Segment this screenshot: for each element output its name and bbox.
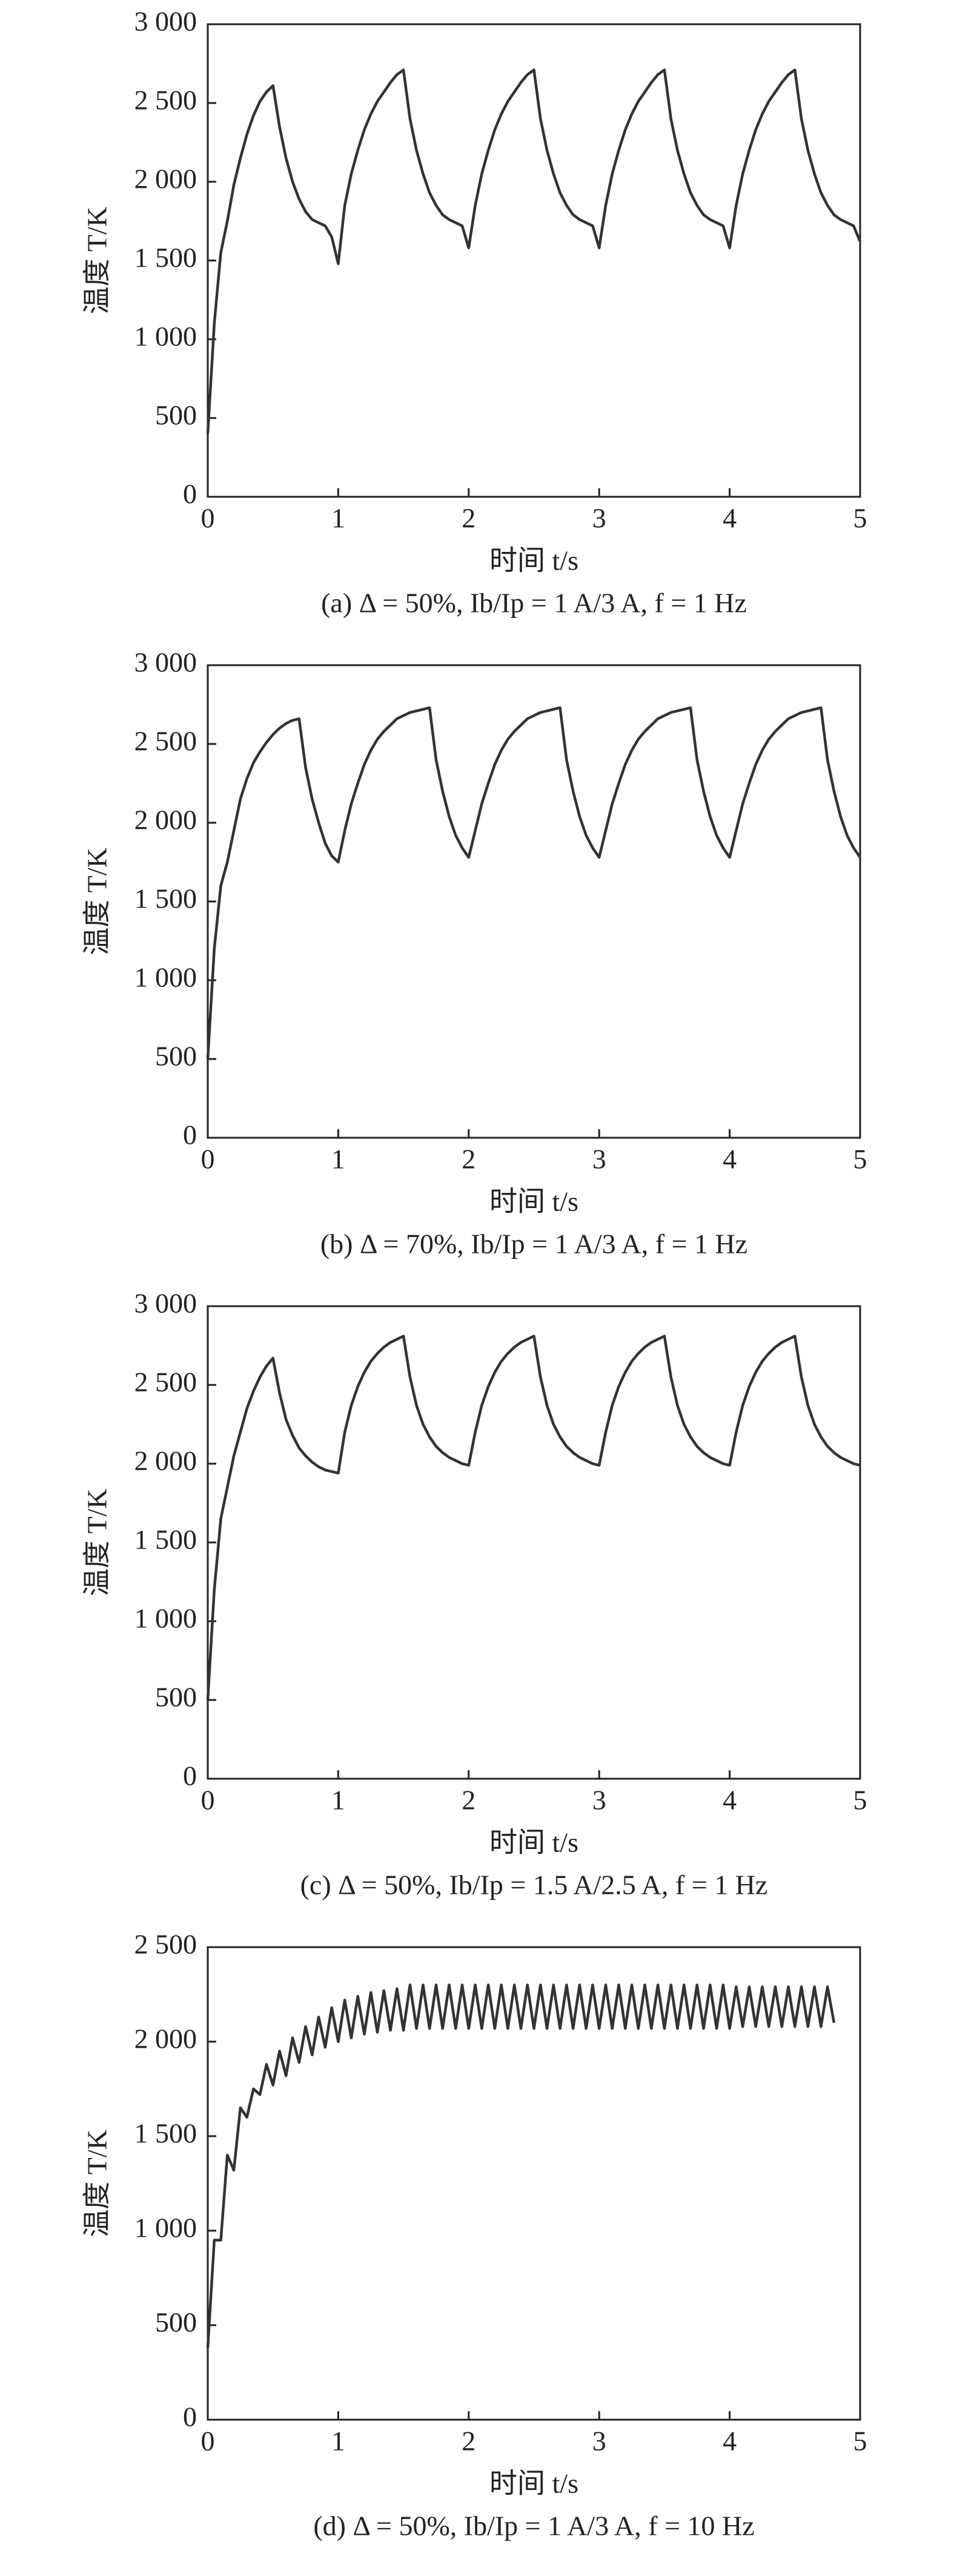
x-tick-label: 0 bbox=[201, 2426, 215, 2457]
plot-frame bbox=[207, 664, 861, 1139]
panel: 0 500 1 000 1 500 2 000 2 500 3 000 0 1 2 3 4 5 时间 t/… bbox=[82, 6, 867, 619]
y-axis-label: 温度 T/K bbox=[82, 848, 113, 955]
x-tick-label: 2 bbox=[462, 1785, 475, 1816]
x-axis-label: 时间 t/s bbox=[489, 1186, 578, 1217]
x-tick-label: 1 bbox=[331, 503, 345, 534]
y-tick-label: 2 500 bbox=[134, 85, 197, 116]
panel: 0 500 1 000 1 500 2 000 2 500 3 000 0 1 2 3 4 5 时间 t/… bbox=[82, 1288, 867, 1900]
caption: (b) Δ = 70%, Ib/Ip = 1 A/3 A, f = 1 Hz bbox=[320, 1229, 747, 1260]
x-tick-label: 1 bbox=[331, 1144, 345, 1175]
caption: (d) Δ = 50%, Ib/Ip = 1 A/3 A, f = 10 Hz bbox=[313, 2511, 754, 2541]
y-tick-label: 500 bbox=[155, 1041, 197, 1072]
y-tick-label: 1 000 bbox=[134, 321, 197, 352]
y-tick-label: 2 500 bbox=[134, 1929, 197, 1960]
y-tick-label: 1 500 bbox=[134, 1524, 197, 1555]
y-axis-label: 温度 T/K bbox=[82, 207, 113, 314]
y-tick-label: 2 500 bbox=[134, 726, 197, 757]
x-tick-label: 4 bbox=[723, 2426, 737, 2457]
caption: (a) Δ = 50%, Ib/Ip = 1 A/3 A, f = 1 Hz bbox=[321, 588, 747, 619]
y-tick-label: 1 000 bbox=[134, 2213, 197, 2243]
y-tick-label: 3 000 bbox=[134, 1288, 197, 1319]
y-axis-label: 温度 T/K bbox=[82, 2130, 113, 2237]
x-tick-label: 1 bbox=[331, 2426, 345, 2457]
data-line bbox=[206, 68, 862, 434]
plot-frame bbox=[207, 1946, 861, 2421]
data-line bbox=[206, 1335, 861, 1701]
data-line bbox=[206, 706, 861, 1060]
x-tick-label: 5 bbox=[853, 503, 867, 534]
panel: 0 500 1 000 1 500 2 000 2 500 0 1 2 3 4 5 时间 t/s 温度 T… bbox=[82, 1929, 867, 2541]
y-tick-label: 2 000 bbox=[134, 2023, 197, 2054]
x-tick-label: 1 bbox=[331, 1785, 345, 1816]
x-tick-label: 0 bbox=[201, 503, 215, 534]
x-tick-label: 4 bbox=[723, 1785, 737, 1816]
y-tick-label: 500 bbox=[155, 1682, 197, 1713]
x-tick-label: 5 bbox=[853, 2426, 867, 2457]
y-tick-label: 1 000 bbox=[134, 1603, 197, 1634]
y-tick-label: 500 bbox=[155, 400, 197, 431]
y-tick-label: 1 000 bbox=[134, 962, 197, 993]
y-tick-label: 2 000 bbox=[134, 1446, 197, 1476]
x-tick-label: 3 bbox=[592, 1144, 606, 1175]
y-tick-label: 0 bbox=[183, 1761, 197, 1791]
panel: 0 500 1 000 1 500 2 000 2 500 3 000 0 1 2 3 4 5 时间 t/… bbox=[82, 647, 867, 1260]
y-tick-label: 3 000 bbox=[134, 647, 197, 678]
y-tick-label: 1 500 bbox=[134, 2118, 197, 2149]
y-tick-label: 500 bbox=[155, 2307, 197, 2338]
y-tick-label: 2 500 bbox=[134, 1367, 197, 1398]
y-tick-label: 0 bbox=[183, 1120, 197, 1150]
y-tick-label: 1 500 bbox=[134, 883, 197, 914]
x-tick-label: 4 bbox=[723, 503, 737, 534]
data-line bbox=[206, 1983, 836, 2348]
y-tick-label: 0 bbox=[183, 2402, 197, 2432]
plot-frame bbox=[207, 23, 861, 498]
x-axis-label: 时间 t/s bbox=[489, 545, 578, 576]
y-axis-label: 温度 T/K bbox=[82, 1489, 113, 1596]
caption: (c) Δ = 50%, Ib/Ip = 1.5 A/2.5 A, f = 1 … bbox=[300, 1870, 768, 1900]
y-tick-label: 2 000 bbox=[134, 805, 197, 835]
x-tick-label: 3 bbox=[592, 503, 606, 534]
x-tick-label: 5 bbox=[853, 1144, 867, 1175]
plot-frame bbox=[207, 1305, 861, 1780]
y-tick-label: 1 500 bbox=[134, 242, 197, 273]
x-tick-label: 2 bbox=[462, 2426, 475, 2457]
x-tick-label: 5 bbox=[853, 1785, 867, 1816]
x-tick-label: 3 bbox=[592, 1785, 606, 1816]
x-tick-label: 0 bbox=[201, 1144, 215, 1175]
y-tick-label: 0 bbox=[183, 479, 197, 510]
x-tick-label: 0 bbox=[201, 1785, 215, 1816]
x-tick-label: 3 bbox=[592, 2426, 606, 2457]
x-axis-label: 时间 t/s bbox=[489, 2468, 578, 2499]
y-tick-label: 2 000 bbox=[134, 164, 197, 194]
x-tick-label: 4 bbox=[723, 1144, 737, 1175]
x-axis-label: 时间 t/s bbox=[489, 1827, 578, 1858]
y-tick-label: 3 000 bbox=[134, 6, 197, 37]
x-tick-label: 2 bbox=[462, 503, 475, 534]
x-tick-label: 2 bbox=[462, 1144, 475, 1175]
